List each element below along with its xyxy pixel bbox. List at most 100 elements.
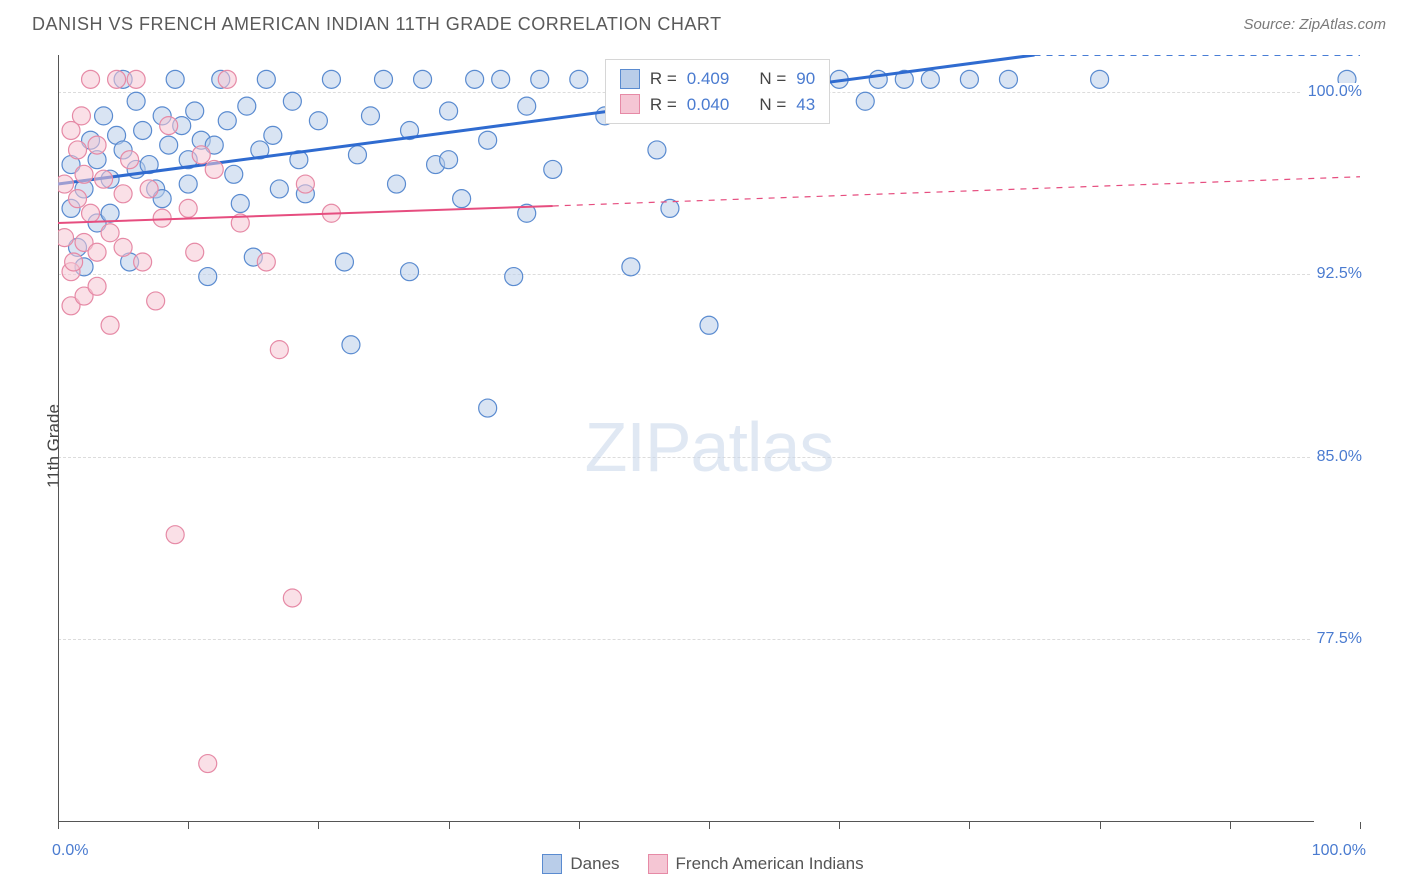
- x-tick: [58, 822, 59, 829]
- stats-row: R =0.409N =90: [620, 66, 815, 92]
- gridline: [58, 274, 1360, 275]
- bottom-legend: Danes French American Indians: [0, 854, 1406, 874]
- scatter-point: [62, 156, 80, 174]
- scatter-point: [544, 160, 562, 178]
- scatter-point: [414, 70, 432, 88]
- scatter-point: [322, 204, 340, 222]
- scatter-point: [75, 233, 93, 251]
- x-tick: [1360, 822, 1361, 829]
- x-tick: [709, 822, 710, 829]
- scatter-point: [75, 258, 93, 276]
- scatter-point: [101, 224, 119, 242]
- scatter-point: [114, 70, 132, 88]
- scatter-point: [492, 70, 510, 88]
- trend-line: [58, 206, 553, 223]
- legend-item: French American Indians: [648, 854, 864, 874]
- scatter-point: [108, 126, 126, 144]
- scatter-point: [270, 341, 288, 359]
- watermark: ZIPatlas: [585, 407, 834, 487]
- scatter-point: [661, 199, 679, 217]
- scatter-point: [75, 180, 93, 198]
- x-tick: [318, 822, 319, 829]
- scatter-point: [121, 253, 139, 271]
- scatter-point: [58, 175, 74, 193]
- scatter-point: [401, 121, 419, 139]
- scatter-point: [251, 141, 269, 159]
- scatter-point: [199, 268, 217, 286]
- chart-header: DANISH VS FRENCH AMERICAN INDIAN 11TH GR…: [0, 0, 1406, 48]
- scatter-point: [257, 70, 275, 88]
- gridline: [58, 639, 1360, 640]
- scatter-point: [205, 136, 223, 154]
- stats-n-label: N =: [759, 66, 786, 92]
- scatter-point: [960, 70, 978, 88]
- scatter-point: [160, 136, 178, 154]
- scatter-point: [95, 170, 113, 188]
- x-tick: [839, 822, 840, 829]
- scatter-point: [127, 160, 145, 178]
- stats-r-value: 0.040: [687, 92, 730, 118]
- scatter-point: [921, 70, 939, 88]
- scatter-point: [186, 243, 204, 261]
- scatter-point: [114, 185, 132, 203]
- y-tick-label: 85.0%: [1311, 448, 1362, 466]
- stats-swatch: [620, 69, 640, 89]
- scatter-point: [186, 102, 204, 120]
- scatter-point: [62, 121, 80, 139]
- scatter-point: [388, 175, 406, 193]
- x-tick: [969, 822, 970, 829]
- scatter-point: [1091, 70, 1109, 88]
- scatter-point: [531, 70, 549, 88]
- scatter-point: [62, 263, 80, 281]
- gridline: [58, 457, 1360, 458]
- scatter-point: [192, 131, 210, 149]
- y-axis-line: [58, 55, 59, 822]
- scatter-point: [830, 70, 848, 88]
- scatter-point: [140, 180, 158, 198]
- scatter-point: [518, 204, 536, 222]
- legend-item: Danes: [542, 854, 619, 874]
- scatter-point: [153, 190, 171, 208]
- watermark-atlas: atlas: [691, 408, 834, 486]
- plot-inner: ZIPatlas R =0.409N =90R =0.040N =43 100.…: [58, 55, 1360, 822]
- scatter-point: [361, 107, 379, 125]
- scatter-svg: [58, 55, 1360, 822]
- scatter-point: [570, 70, 588, 88]
- scatter-point: [348, 146, 366, 164]
- scatter-point: [283, 589, 301, 607]
- scatter-point: [231, 214, 249, 232]
- scatter-point: [82, 70, 100, 88]
- scatter-point: [700, 316, 718, 334]
- scatter-point: [134, 121, 152, 139]
- scatter-point: [283, 92, 301, 110]
- scatter-point: [88, 243, 106, 261]
- scatter-point: [95, 107, 113, 125]
- scatter-point: [153, 209, 171, 227]
- scatter-point: [160, 117, 178, 135]
- scatter-point: [179, 151, 197, 169]
- scatter-point: [296, 185, 314, 203]
- stats-n-label: N =: [759, 92, 786, 118]
- stats-r-value: 0.409: [687, 66, 730, 92]
- scatter-point: [218, 112, 236, 130]
- scatter-point: [88, 136, 106, 154]
- y-tick-label: 100.0%: [1302, 83, 1362, 101]
- scatter-point: [166, 526, 184, 544]
- scatter-point: [140, 156, 158, 174]
- scatter-point: [82, 204, 100, 222]
- scatter-point: [648, 141, 666, 159]
- chart-title: DANISH VS FRENCH AMERICAN INDIAN 11TH GR…: [32, 14, 722, 35]
- legend-swatch: [648, 854, 668, 874]
- watermark-zip: ZIP: [585, 408, 691, 486]
- scatter-point: [322, 70, 340, 88]
- scatter-point: [257, 253, 275, 271]
- scatter-point: [895, 70, 913, 88]
- chart-source: Source: ZipAtlas.com: [1243, 16, 1386, 33]
- scatter-point: [121, 151, 139, 169]
- scatter-point: [505, 268, 523, 286]
- scatter-point: [244, 248, 262, 266]
- scatter-point: [134, 253, 152, 271]
- scatter-point: [238, 97, 256, 115]
- scatter-point: [192, 146, 210, 164]
- scatter-point: [479, 131, 497, 149]
